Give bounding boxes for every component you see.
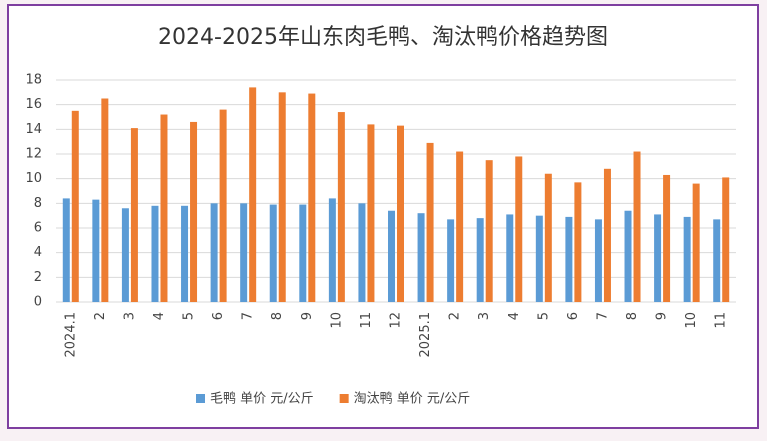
bar	[367, 124, 375, 303]
bar	[388, 210, 395, 302]
bar	[713, 219, 721, 302]
bar	[62, 198, 70, 302]
bar	[249, 87, 257, 303]
y-tick-label: 0	[34, 295, 42, 310]
y-tick-label: 2	[34, 270, 42, 285]
bar	[426, 142, 434, 302]
bar	[544, 173, 552, 302]
bar	[101, 98, 109, 302]
bar	[574, 182, 582, 302]
x-tick-label: 8	[625, 312, 640, 320]
bar	[663, 174, 671, 302]
bar	[130, 128, 138, 302]
bar	[121, 208, 129, 302]
bar	[269, 204, 277, 302]
bar	[624, 210, 632, 302]
x-tick-label: 6	[211, 312, 226, 320]
bar	[535, 215, 543, 302]
bar	[328, 198, 336, 302]
x-tick-label: 4	[507, 312, 522, 320]
legend-swatch	[339, 394, 349, 403]
x-tick-label: 7	[241, 312, 256, 320]
legend-label: 毛鸭 单价 元/公斤	[210, 392, 314, 407]
y-tick-label: 6	[34, 221, 42, 236]
bar	[397, 125, 404, 302]
x-tick-label: 5	[182, 312, 197, 320]
x-tick-label: 5	[536, 312, 551, 320]
y-tick-label: 8	[34, 196, 42, 211]
x-tick-label: 6	[566, 312, 581, 320]
bar	[565, 216, 573, 302]
legend-label: 淘汰鸭 单价 元/公斤	[354, 392, 471, 407]
x-tick-label: 3	[477, 312, 492, 320]
bar	[456, 151, 464, 302]
y-tick-label: 14	[25, 122, 42, 137]
bar	[71, 110, 79, 302]
y-tick-label: 4	[34, 245, 42, 260]
bar	[594, 219, 602, 302]
bar	[240, 203, 248, 302]
bar	[603, 168, 611, 302]
bar	[506, 214, 514, 302]
bar	[308, 93, 316, 302]
bar	[515, 156, 523, 302]
x-tick-label: 8	[270, 312, 285, 320]
x-tick-label: 9	[300, 312, 315, 320]
x-tick-label: 11	[359, 312, 374, 329]
bar	[210, 203, 218, 302]
x-tick-label: 2025.1	[418, 312, 433, 358]
bar	[485, 160, 493, 302]
x-tick-label: 10	[684, 312, 699, 329]
y-tick-label: 10	[25, 171, 42, 186]
bar	[92, 199, 100, 302]
chart-title: 2024-2025年山东肉毛鸭、淘汰鸭价格趋势图	[158, 25, 608, 50]
bar	[278, 92, 286, 302]
bar	[337, 112, 345, 302]
bar	[181, 205, 189, 302]
bar	[447, 219, 455, 302]
x-tick-label: 11	[714, 312, 729, 329]
bar	[358, 203, 366, 302]
x-tick-label: 10	[329, 312, 344, 329]
bar	[692, 183, 700, 302]
x-tick-label: 2	[93, 312, 108, 320]
bar	[160, 114, 168, 303]
bar	[190, 121, 198, 302]
x-tick-label: 4	[152, 312, 167, 320]
chart-frame	[7, 4, 759, 429]
y-tick-label: 16	[25, 97, 42, 112]
bar	[219, 109, 227, 302]
bar	[299, 204, 307, 302]
bar	[654, 214, 662, 302]
bar	[683, 216, 691, 302]
bar	[722, 177, 730, 302]
bar	[151, 205, 159, 302]
x-tick-label: 2024.1	[63, 312, 78, 358]
bar	[476, 218, 484, 302]
x-tick-label: 2	[448, 312, 463, 320]
y-tick-label: 12	[25, 147, 42, 162]
legend-swatch	[196, 394, 205, 403]
bar	[417, 213, 425, 302]
x-tick-label: 12	[389, 312, 404, 329]
x-tick-label: 9	[655, 312, 670, 320]
bar	[633, 151, 641, 302]
x-tick-label: 7	[595, 312, 610, 320]
y-tick-label: 18	[25, 73, 42, 88]
x-tick-label: 3	[122, 312, 137, 320]
